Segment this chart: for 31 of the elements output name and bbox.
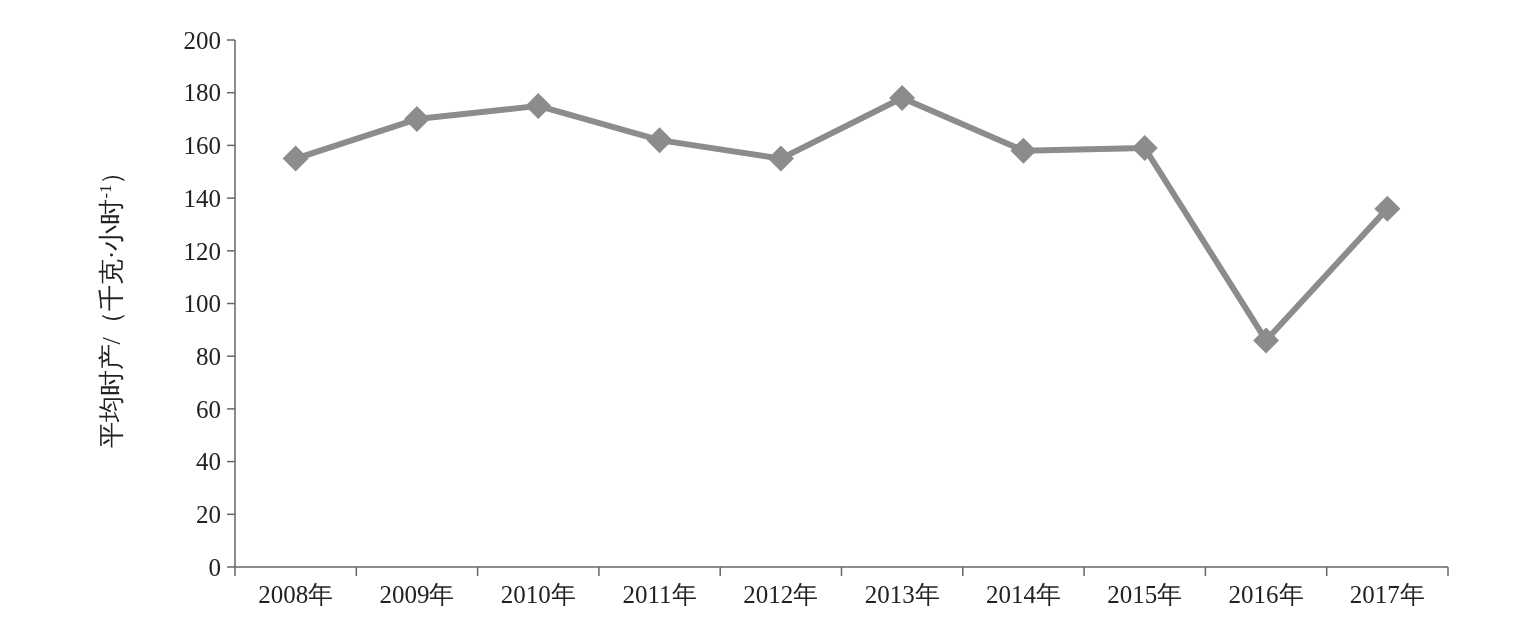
point (889, 84, 916, 111)
y-tick-label: 140 (183, 184, 221, 212)
point (1131, 135, 1158, 162)
point (646, 127, 673, 154)
x-tick-label: 2016年 (1228, 581, 1304, 608)
x-tick-label: 2008年 (258, 581, 334, 608)
point (767, 145, 794, 172)
x-tick-label: 2010年 (500, 581, 576, 608)
y-tick-label: 120 (183, 237, 221, 265)
y-tick-label: 100 (183, 290, 221, 318)
y-tick-label: 0 (208, 553, 221, 581)
y-tick-label: 60 (196, 395, 221, 423)
point (403, 106, 430, 133)
y-tick-label: 180 (183, 79, 221, 107)
point (1010, 137, 1037, 164)
x-tick-label: 2014年 (985, 581, 1061, 608)
x-tick-label: 2017年 (1349, 581, 1425, 608)
y-tick-label: 40 (196, 448, 221, 476)
point (525, 92, 552, 119)
point (1253, 327, 1280, 354)
y-tick-label: 160 (183, 132, 221, 160)
y-tick-label: 80 (196, 342, 221, 370)
y-tick-label: 200 (183, 26, 221, 54)
x-tick-label: 2015年 (1107, 581, 1183, 608)
point (1374, 195, 1401, 222)
point (282, 145, 309, 172)
x-tick-label: 2009年 (379, 581, 455, 608)
x-tick-label: 2013年 (864, 581, 940, 608)
x-tick-label: 2011年 (622, 581, 697, 608)
x-tick-label: 2012年 (743, 581, 819, 608)
y-tick-label: 20 (196, 501, 221, 529)
